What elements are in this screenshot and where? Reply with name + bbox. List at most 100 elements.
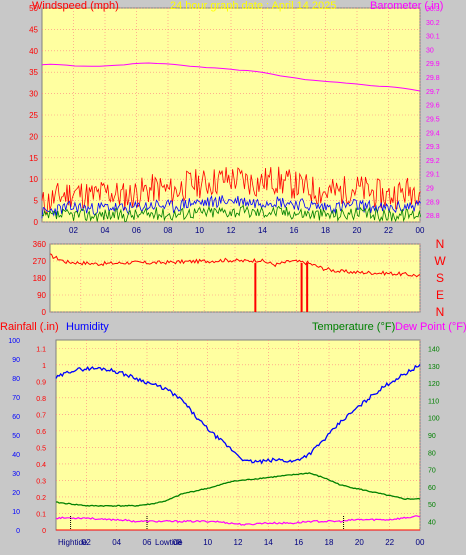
wind-low-line	[41, 204, 422, 223]
rain-axis-label: 1	[42, 363, 46, 370]
compass-label: N	[436, 237, 445, 251]
rain-axis-label: 0	[42, 528, 46, 535]
rain-axis-label: 0.6	[36, 429, 46, 436]
rain-axis-label: 0.4	[36, 462, 46, 469]
rain-axis-label: 0.3	[36, 478, 46, 485]
direction-axis-label: 270	[33, 257, 47, 266]
compass-label: W	[434, 254, 446, 268]
temp-axis-label: 80	[428, 450, 436, 457]
x-tick-label-p3: 10	[203, 538, 212, 547]
dewpoint-title: Dew Point (°F)	[395, 321, 466, 333]
x-tick-label-p3: 14	[264, 538, 273, 547]
wind-gust-line	[41, 166, 421, 217]
wind-axis-label: 50	[29, 4, 38, 13]
x-tick-label-p3: 16	[294, 538, 303, 547]
wind-axis-label: 20	[29, 132, 38, 141]
wind-axis-label: 0	[34, 218, 39, 227]
baro-axis-label: 29	[426, 185, 434, 192]
humidity-axis-label: 40	[12, 452, 20, 459]
baro-axis-label: 28.9	[426, 199, 440, 206]
compass-label: S	[436, 271, 444, 285]
barometer-title: Barometer (.in)	[370, 0, 443, 12]
x-tick-label-p1: 06	[132, 226, 141, 235]
dewpoint-line	[55, 515, 421, 526]
baro-axis-label: 30.3	[426, 6, 440, 13]
x-tick-label-p3: 18	[325, 538, 334, 547]
rain-axis-label: 0.9	[36, 379, 46, 386]
x-tick-label-p3: 12	[234, 538, 243, 547]
wind-axis-label: 35	[29, 68, 38, 77]
x-tick-label-p3: 06	[143, 538, 152, 547]
x-tick-label-p3: 08	[173, 538, 182, 547]
rain-axis-label: 0.7	[36, 412, 46, 419]
baro-axis-label: 30.1	[426, 34, 440, 41]
x-tick-label-p3: 22	[385, 538, 394, 547]
humidity-temp-plot-area	[55, 339, 421, 531]
temp-axis-label: 50	[428, 502, 436, 509]
x-tick-label-p1: 04	[101, 226, 110, 235]
temp-axis-label: 90	[428, 433, 436, 440]
wind-axis-label: 30	[29, 90, 38, 99]
baro-axis-label: 29.7	[426, 89, 440, 96]
windspeed-title: Windspeed (mph)	[32, 0, 119, 12]
temp-axis-label: 110	[428, 398, 439, 405]
baro-axis-label: 29.4	[426, 130, 440, 137]
wind-axis-label: 45	[29, 25, 38, 34]
x-tick-label-p1: 00	[416, 226, 425, 235]
rain-axis-label: 0.5	[36, 445, 46, 452]
rain-axis-label: 0.2	[36, 495, 46, 502]
baro-axis-label: 29.6	[426, 103, 440, 110]
wind-axis-label: 10	[29, 175, 38, 184]
temperature-line	[56, 472, 421, 508]
baro-axis-label: 29.5	[426, 116, 440, 123]
direction-axis-label: 360	[33, 240, 47, 249]
x-tick-label-p3: 20	[355, 538, 364, 547]
series-lines	[41, 62, 422, 531]
humidity-axis-label: 10	[12, 509, 20, 516]
humidity-axis-label: 90	[12, 357, 20, 364]
temp-axis-label: 140	[428, 347, 440, 354]
baro-axis-label: 30	[426, 47, 434, 54]
temp-axis-label: 120	[428, 381, 440, 388]
compass-label: N	[436, 305, 445, 319]
temperature-title: Temperature (°F)	[312, 321, 395, 333]
humidity-title: Humidity	[66, 321, 109, 333]
baro-axis-label: 29.8	[426, 75, 440, 82]
x-tick-label-p1: 08	[164, 226, 173, 235]
humidity-line	[55, 364, 421, 465]
humidity-axis-label: 60	[12, 414, 20, 421]
humidity-axis-label: 20	[12, 490, 20, 497]
humidity-axis-label: 80	[12, 376, 20, 383]
graph-date-title: 24 hour graph date : April 14 2025	[170, 0, 336, 12]
temp-axis-label: 130	[428, 364, 440, 371]
rain-axis-label: 0.8	[36, 396, 46, 403]
rain-axis-label: 0.1	[36, 511, 46, 518]
x-tick-label-p1: 16	[290, 226, 299, 235]
temp-axis-label: 100	[428, 416, 440, 423]
x-tick-label-p1: 12	[227, 226, 236, 235]
x-tick-label-p1: 10	[195, 226, 204, 235]
baro-axis-label: 28.8	[426, 213, 440, 220]
wind-direction-line	[49, 253, 421, 278]
baro-axis-label: 29.3	[426, 144, 440, 151]
x-tick-label-p3: 04	[112, 538, 121, 547]
humidity-axis-label: 100	[8, 338, 20, 345]
rainfall-title: Rainfall (.in)	[0, 321, 59, 333]
x-tick-label-p1: 18	[321, 226, 330, 235]
direction-axis-label: 90	[37, 291, 46, 300]
x-tick-label-p3: 00	[416, 538, 425, 547]
rain-axis-label: 1.1	[36, 346, 46, 353]
baro-axis-label: 30.2	[426, 20, 440, 27]
wind-axis-label: 40	[29, 47, 38, 56]
x-tick-label-p1: 20	[353, 226, 362, 235]
direction-axis-label: 180	[33, 274, 47, 283]
compass-label: E	[436, 288, 444, 302]
wind-axis-label: 25	[29, 111, 38, 120]
baro-axis-label: 29.1	[426, 172, 440, 179]
x-tick-label-p3: 02	[82, 538, 91, 547]
baro-axis-label: 29.2	[426, 158, 440, 165]
x-tick-label-p1: 22	[384, 226, 393, 235]
